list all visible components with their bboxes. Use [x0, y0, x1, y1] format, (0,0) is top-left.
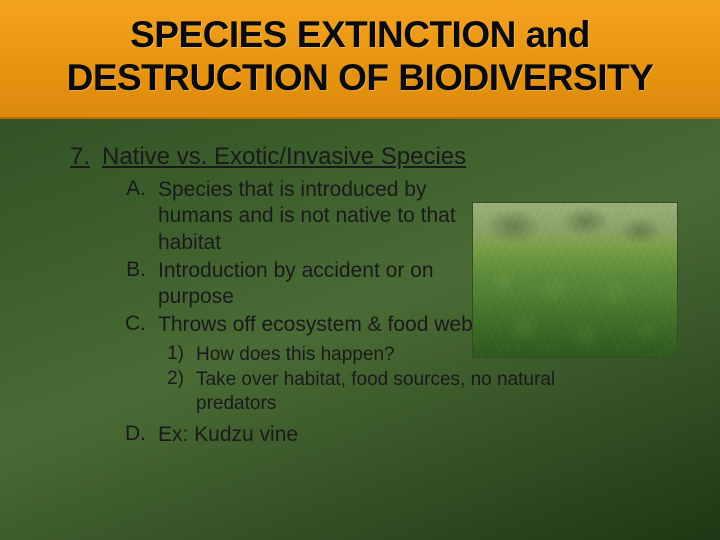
sub-letter: D. [118, 422, 146, 446]
sub-letter: C. [118, 312, 146, 336]
sub-item-d: D. Ex: Kudzu vine [118, 422, 664, 448]
subsub-text: Take over habitat, food sources, no natu… [196, 368, 596, 416]
sub-letter: A. [118, 177, 146, 201]
outline-heading: Native vs. Exotic/Invasive Species [102, 143, 466, 171]
title-line-1: SPECIES EXTINCTION and [130, 14, 590, 55]
subsub-number: 2) [158, 368, 184, 390]
kudzu-photo [472, 202, 678, 358]
title-bar: SPECIES EXTINCTION and DESTRUCTION OF BI… [0, 0, 720, 119]
subsub-item-2: 2) Take over habitat, food sources, no n… [158, 368, 664, 416]
sub-text: Species that is introduced by humans and… [158, 177, 488, 256]
outline-item-7: 7. Native vs. Exotic/Invasive Species [56, 143, 664, 171]
subsub-number: 1) [158, 343, 184, 365]
slide-title: SPECIES EXTINCTION and DESTRUCTION OF BI… [10, 14, 710, 99]
subsub-text: How does this happen? [196, 343, 395, 367]
sub-text: Introduction by accident or on purpose [158, 258, 488, 311]
title-line-2: DESTRUCTION OF BIODIVERSITY [67, 57, 654, 98]
sub-text: Ex: Kudzu vine [158, 422, 298, 448]
sub-letter: B. [118, 258, 146, 282]
sub-text: Throws off ecosystem & food web [158, 312, 473, 338]
outline-number: 7. [56, 143, 90, 171]
